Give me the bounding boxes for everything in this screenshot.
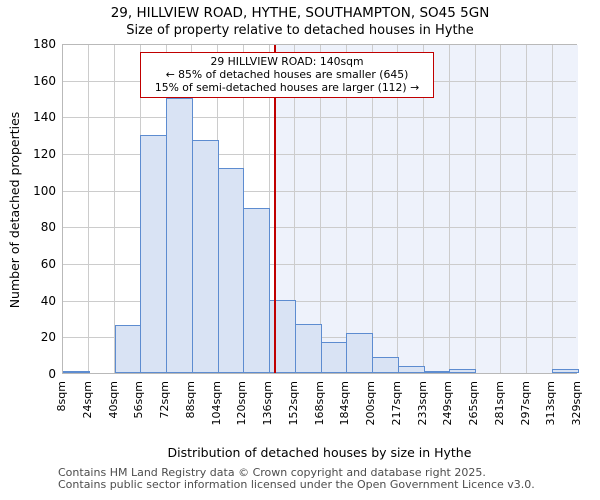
x-tick-label: 24sqm: [80, 381, 94, 419]
histogram-bar: [294, 323, 322, 373]
x-tick-label: 72sqm: [158, 381, 171, 419]
histogram-bar: [140, 134, 167, 373]
x-tick-label: 329sqm: [570, 381, 583, 426]
x-tick-label: 152sqm: [286, 381, 300, 426]
histogram-bar: [372, 356, 399, 373]
x-tick-label: 88sqm: [183, 381, 197, 419]
x-tick-label: 265sqm: [467, 381, 480, 426]
y-axis-label: Number of detached properties: [7, 111, 22, 309]
gridline-v: [371, 45, 373, 373]
x-tick-label: 56sqm: [132, 381, 146, 419]
gridline-v: [88, 45, 90, 373]
gridline-h: [63, 190, 576, 192]
annotation-box: 29 HILLVIEW ROAD: 140sqm ← 85% of detach…: [140, 52, 434, 98]
gridline-h: [63, 300, 576, 302]
footer-line2: Contains public sector information licen…: [58, 478, 535, 491]
x-tick-label: 104sqm: [209, 381, 223, 426]
histogram-bar: [114, 325, 142, 373]
gridline-v: [448, 45, 450, 373]
larger-region-highlight: [275, 45, 578, 373]
x-tick-label: 168sqm: [312, 381, 326, 426]
y-tick-label: 40: [40, 293, 56, 308]
gridline-v: [526, 45, 527, 373]
y-tick-label: 0: [48, 367, 56, 381]
histogram-bar: [63, 371, 90, 373]
y-tick-label: 160: [33, 73, 56, 88]
chart-title: 29, HILLVIEW ROAD, HYTHE, SOUTHAMPTON, S…: [110, 5, 490, 21]
x-tick-label: 313sqm: [544, 381, 558, 426]
histogram-bar: [217, 167, 245, 373]
x-tick-label: 8sqm: [55, 381, 68, 412]
x-tick-label: 249sqm: [441, 381, 455, 426]
x-tick-label: 40sqm: [106, 381, 120, 419]
gridline-v: [397, 45, 399, 373]
gridline-h: [63, 117, 576, 119]
annotation-line3: 15% of semi-detached houses are larger (…: [154, 81, 420, 94]
histogram-bar: [243, 208, 270, 373]
x-tick-label: 184sqm: [338, 381, 352, 426]
gridline-v: [474, 45, 476, 373]
histogram-bar: [166, 98, 193, 373]
y-tick-label: 120: [33, 147, 56, 161]
gridline-v: [500, 45, 502, 373]
y-tick-label: 80: [40, 220, 56, 235]
y-tick-label: 140: [33, 110, 56, 125]
chart-subtitle: Size of property relative to detached ho…: [126, 23, 474, 38]
plot-area: [62, 44, 579, 374]
x-tick-label: 120sqm: [235, 381, 249, 426]
histogram-bar: [552, 369, 579, 373]
gridline-v: [551, 45, 553, 373]
gridline-v: [294, 45, 296, 373]
histogram-bar: [191, 140, 219, 373]
y-tick-label: 100: [33, 183, 56, 198]
annotation-line1: 29 HILLVIEW ROAD: 140sqm: [210, 55, 364, 68]
footer-line1: Contains HM Land Registry data © Crown c…: [58, 466, 486, 479]
gridline-h: [63, 154, 576, 155]
y-tick-label: 20: [40, 330, 56, 345]
x-tick-label: 136sqm: [261, 381, 274, 426]
histogram-bar: [397, 365, 425, 373]
gridline-v: [320, 45, 321, 373]
x-tick-label: 281sqm: [492, 381, 506, 426]
histogram-bar: [346, 332, 373, 373]
x-axis-label: Distribution of detached houses by size …: [167, 445, 472, 460]
gridline-h: [63, 264, 576, 265]
x-tick-label: 297sqm: [518, 381, 532, 426]
x-tick-label: 217sqm: [389, 381, 403, 426]
marker-line: [274, 45, 277, 373]
x-tick-label: 200sqm: [364, 381, 377, 426]
gridline-v: [345, 45, 347, 373]
y-tick-label: 180: [33, 37, 56, 51]
histogram-bar: [320, 341, 348, 373]
y-tick-label: 60: [40, 257, 56, 271]
histogram-bar: [423, 371, 451, 373]
histogram-bar: [269, 299, 296, 373]
gridline-v: [114, 45, 115, 373]
gridline-v: [423, 45, 424, 373]
histogram-bar: [449, 369, 476, 373]
annotation-line2: ← 85% of detached houses are smaller (64…: [165, 68, 409, 81]
x-tick-label: 233sqm: [415, 381, 429, 426]
gridline-h: [63, 227, 576, 229]
